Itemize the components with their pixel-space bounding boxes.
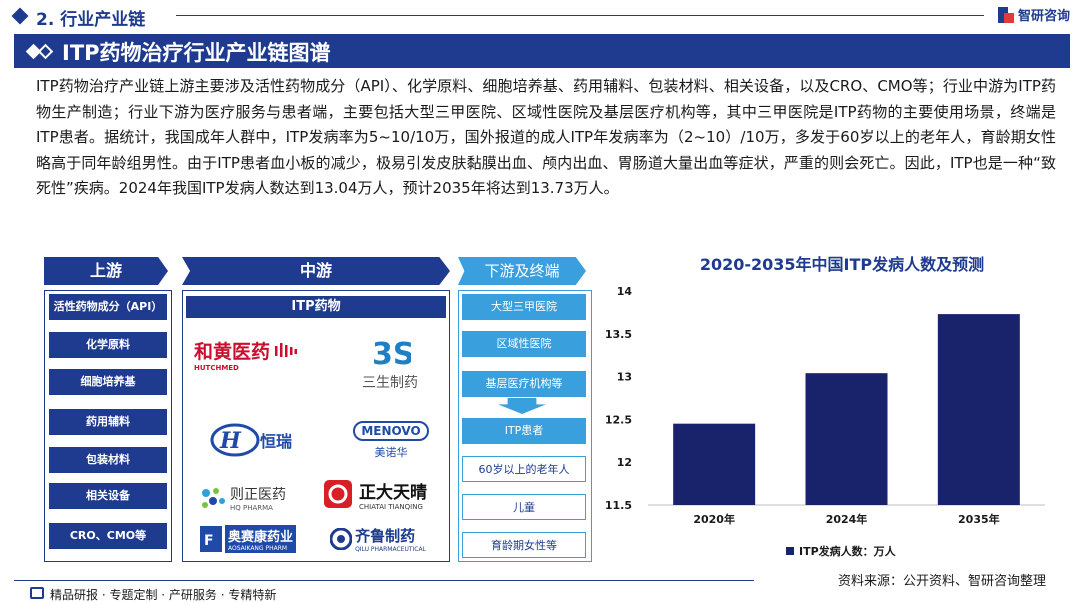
svg-text:F: F <box>204 533 214 549</box>
company-name: 三生制药 <box>362 375 418 391</box>
downstream-item: ITP患者 <box>462 418 586 444</box>
svg-text:H: H <box>219 428 242 454</box>
bar-2020年 <box>673 423 756 505</box>
company-logo-aosaikang: F 奥赛康药业 AOSAIKANG PHARM <box>188 524 308 554</box>
company-logo-chiatai: 正大天晴 CHIATAI TIANQING <box>304 474 446 514</box>
brand-logo: 智研咨询 <box>997 5 1070 24</box>
company-name: 奥赛康药业 <box>227 530 293 545</box>
source-note: 资料来源：公开资料、智研咨询整理 <box>837 574 1046 589</box>
x-tick-label: 2020年 <box>693 512 735 526</box>
company-logo-hengrui: H 恒瑞 <box>196 410 306 470</box>
company-logo-menovo: MENOVO 美诺华 <box>346 414 436 466</box>
midstream-panel <box>182 290 450 562</box>
company-name: 则正医药 <box>230 487 286 503</box>
company-logo-qilu: 齐鲁制药 QILU PHARMACEUTICAL <box>316 524 440 554</box>
3sbio-mark-icon: 3S <box>372 337 411 372</box>
upstream-panel: 活性药物成分（API） 化学原料 细胞培养基 药用辅料 包装材料 相关设备 CR… <box>44 290 172 562</box>
company-logo-hq-pharma: 则正医药 HQ PHARMA <box>188 480 298 516</box>
page-banner: ITP药物治疗行业产业链图谱 <box>14 34 1070 68</box>
company-name: 恒瑞 <box>259 432 292 451</box>
company-subname: HQ PHARMA <box>230 504 273 512</box>
downstream-panel <box>458 290 592 562</box>
top-header: 2. 行业产业链 智研咨询 <box>0 0 1080 30</box>
hutchmed-bars-icon <box>275 343 298 357</box>
chart-title: 2020-2035年中国ITP发病人数及预测 <box>699 255 985 274</box>
intro-paragraph: ITP药物治疗产业链上游主要涉及活性药物成分（API）、化学原料、细胞培养基、药… <box>36 77 1056 197</box>
upstream-item: 活性药物成分（API） <box>49 294 167 320</box>
legend-swatch <box>786 547 794 555</box>
legend-label: ITP发病人数：万人 <box>799 545 896 558</box>
svg-text:3S: 3S <box>372 337 411 372</box>
footer-tagline: 精品研报 · 专题定制 · 产研服务 · 专精特新 <box>50 588 277 602</box>
hengrui-mark-icon: H <box>210 423 260 457</box>
chart-legend: ITP发病人数：万人 <box>786 543 896 559</box>
company-subname: CHIATAI TIANQING <box>359 502 423 511</box>
company-logo-3sbio: 3S 三生制药 <box>340 326 440 398</box>
chiatai-mark-icon <box>324 480 352 508</box>
bar-2024年 <box>805 373 888 505</box>
page-title: ITP药物治疗行业产业链图谱 <box>62 41 331 65</box>
bar-chart: 11.5 12 12.5 13 13.5 14 2020年 2024年 2035年 <box>605 285 1045 526</box>
brand-logo-icon <box>997 6 1014 23</box>
section-title: 2. 行业产业链 <box>36 10 146 30</box>
downstream-header: 下游及终端 <box>458 257 586 285</box>
upstream-item: CRO、CMO等 <box>49 523 167 549</box>
y-tick-label: 12 <box>617 456 632 469</box>
upstream-item: 细胞培养基 <box>49 369 167 395</box>
upstream-item: 相关设备 <box>49 483 167 509</box>
company-name: 和黄医药 <box>194 340 271 363</box>
y-tick-label: 13.5 <box>605 328 632 341</box>
downstream-item: 育龄期女性等 <box>462 532 586 558</box>
x-tick-label: 2024年 <box>826 512 868 526</box>
x-tick-label: 2035年 <box>958 512 1000 526</box>
bar-2035年 <box>937 314 1020 505</box>
y-tick-label: 11.5 <box>605 499 632 512</box>
aosaikang-mark-icon: F <box>199 526 222 552</box>
company-subname: MENOVO <box>353 420 429 441</box>
company-name: 齐鲁制药 <box>355 527 416 545</box>
diamond-outline-icon <box>37 43 54 60</box>
brand-logo-text: 智研咨询 <box>1017 9 1070 24</box>
company-name: 正大天晴 <box>359 482 427 503</box>
qilu-mark-icon <box>330 528 353 550</box>
upstream-header: 上游 <box>44 257 168 285</box>
upstream-item: 药用辅料 <box>49 409 167 435</box>
header-divider <box>176 15 984 16</box>
company-logo-hutchmed: 和黄医药 HUTCHMED <box>194 326 312 382</box>
midstream-header: 中游 <box>182 257 450 285</box>
company-subname: QILU PHARMACEUTICAL <box>355 546 426 553</box>
company-subname: AOSAIKANG PHARM <box>227 545 288 552</box>
downstream-item: 基层医疗机构等 <box>462 371 586 397</box>
midstream-subheader: ITP药物 <box>186 296 446 318</box>
hq-pharma-dots-icon <box>202 488 225 508</box>
upstream-item: 化学原料 <box>49 332 167 358</box>
downstream-item: 60岁以上的老年人 <box>462 456 586 482</box>
y-tick-label: 12.5 <box>605 413 632 426</box>
downstream-item: 儿童 <box>462 494 586 520</box>
book-icon <box>30 587 44 599</box>
company-name: 美诺华 <box>374 445 408 459</box>
upstream-item: 包装材料 <box>49 447 167 473</box>
section-marker-icon <box>11 7 29 25</box>
y-tick-label: 13 <box>617 371 632 384</box>
footer-divider <box>14 580 754 581</box>
y-tick-label: 14 <box>617 285 633 298</box>
company-subname: HUTCHMED <box>194 363 239 372</box>
downstream-item: 大型三甲医院 <box>462 294 586 320</box>
downstream-item: 区域性医院 <box>462 331 586 357</box>
